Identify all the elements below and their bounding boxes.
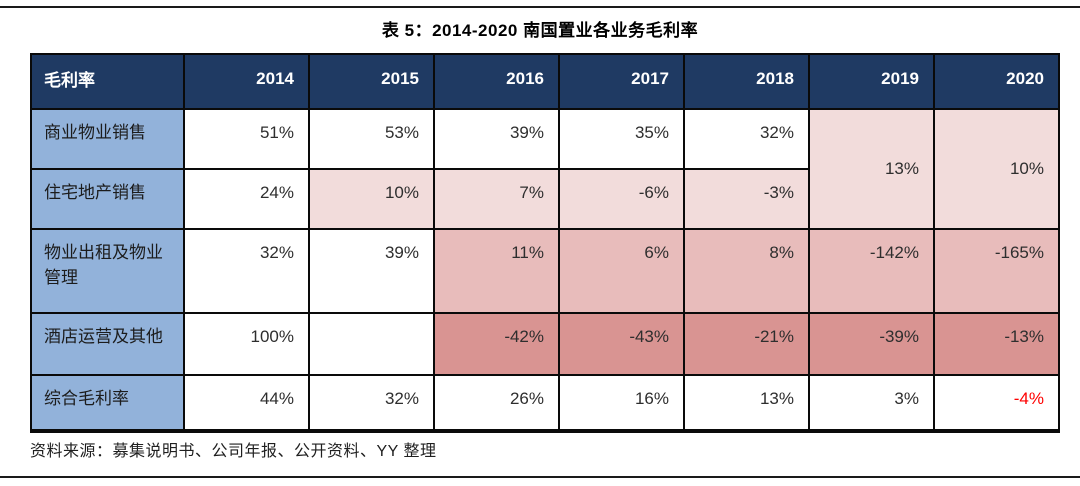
header-cell-2020: 2020 [933,53,1060,110]
cell-value: 32% [308,374,435,433]
gross-margin-table: 毛利率 2014 2015 2016 2017 2018 2019 2020 商… [30,53,1060,433]
cell-value: -43% [558,312,685,376]
row-label: 酒店运营及其他 [30,312,185,376]
cell-value: 32% [183,228,310,314]
table-row-hotel-operations-other: 酒店运营及其他 100% -42% -43% -21% -39% -13% [30,312,1060,376]
cell-value: 35% [558,108,685,170]
header-cell-2015: 2015 [308,53,435,110]
header-cell-2019: 2019 [808,53,935,110]
row-label: 住宅地产销售 [30,168,185,230]
cell-value: 10% [308,168,435,230]
cell-value: 6% [558,228,685,314]
cell-value-negative-highlight: -4% [933,374,1060,433]
header-cell-metric: 毛利率 [30,53,185,110]
header-cell-2017: 2017 [558,53,685,110]
header-cell-2014: 2014 [183,53,310,110]
cell-value: 3% [808,374,935,433]
table-row-commercial-property-sales: 商业物业销售 51% 53% 39% 35% 32% 13% 10% [30,108,1060,230]
cell-value: -42% [433,312,560,376]
cell-value: 11% [433,228,560,314]
cell-value: 44% [183,374,310,433]
cell-value: 39% [433,108,560,170]
table-row-property-leasing-management: 物业出租及物业管理 32% 39% 11% 6% 8% -142% -165% [30,228,1060,314]
cell-value: 53% [308,108,435,170]
header-cell-2018: 2018 [683,53,810,110]
cell-value: 32% [683,108,810,170]
cell-value: 16% [558,374,685,433]
cell-value: 26% [433,374,560,433]
cell-value-merged-2019: 13% [808,108,935,230]
cell-value-merged-2020: 10% [933,108,1060,230]
cell-value: -165% [933,228,1060,314]
cell-value: 8% [683,228,810,314]
cell-value: -21% [683,312,810,376]
header-cell-2016: 2016 [433,53,560,110]
cell-value-empty [308,312,435,376]
cell-value: 24% [183,168,310,230]
cell-value: 51% [183,108,310,170]
cell-value: 39% [308,228,435,314]
cell-value: 7% [433,168,560,230]
cell-value: -39% [808,312,935,376]
row-label: 商业物业销售 [30,108,185,170]
source-note: 资料来源：募集说明书、公司年报、公开资料、YY 整理 [30,443,437,460]
cell-value: -3% [683,168,810,230]
top-divider [0,6,1080,8]
table-row-overall-gross-margin: 综合毛利率 44% 32% 26% 16% 13% 3% -4% [30,374,1060,433]
row-label: 综合毛利率 [30,374,185,433]
table-row-residential-property-sales: 住宅地产销售 24% 10% 7% -6% -3% [30,168,1059,230]
cell-value: -6% [558,168,685,230]
table-title: 表 5：2014-2020 南国置业各业务毛利率 [381,21,699,40]
cell-value: -13% [933,312,1060,376]
header-row: 毛利率 2014 2015 2016 2017 2018 2019 2020 [30,53,1060,110]
cell-value: 100% [183,312,310,376]
row-label: 物业出租及物业管理 [30,228,185,314]
cell-value: 13% [683,374,810,433]
cell-value: -142% [808,228,935,314]
bottom-divider [0,476,1080,478]
